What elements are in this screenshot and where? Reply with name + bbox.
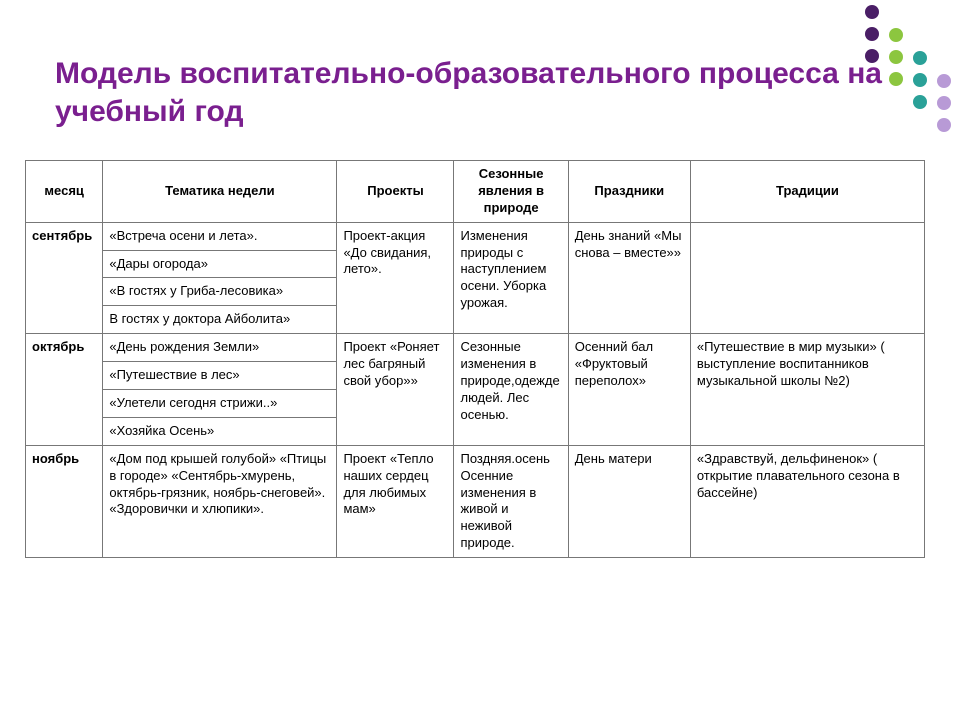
- page-title: Модель воспитательно-образовательного пр…: [55, 55, 935, 130]
- header-row: месяц Тематика недели Проекты Сезонные я…: [26, 161, 925, 223]
- month-nov: ноябрь: [26, 445, 103, 557]
- table-row: ноябрь «Дом под крышей голубой» «Птицы в…: [26, 445, 925, 557]
- project-cell: Проект «Роняет лес багряный свой убор»»: [337, 334, 454, 446]
- holiday-cell: Осенний бал «Фруктовый переполох»: [568, 334, 690, 446]
- table-row: сентябрь «Встреча осени и лета». Проект-…: [26, 222, 925, 250]
- tradition-cell: «Путешествие в мир музыки» ( выступление…: [690, 334, 924, 446]
- topic-cell: «День рождения Земли»: [103, 334, 337, 362]
- topic-cell: «Дом под крышей голубой» «Птицы в городе…: [103, 445, 337, 557]
- project-cell: Проект-акция «До свидания, лето».: [337, 222, 454, 334]
- holiday-cell: День матери: [568, 445, 690, 557]
- holiday-cell: День знаний «Мы снова – вместе»»: [568, 222, 690, 334]
- topic-cell: «Улетели сегодня стрижи..»: [103, 390, 337, 418]
- month-sep: сентябрь: [26, 222, 103, 334]
- project-cell: Проект «Тепло наших сердец для любимых м…: [337, 445, 454, 557]
- topic-cell: «Встреча осени и лета».: [103, 222, 337, 250]
- season-cell: Сезонные изменения в природе,одежде люде…: [454, 334, 568, 446]
- col-project: Проекты: [337, 161, 454, 223]
- table-row: октябрь «День рождения Земли» Проект «Ро…: [26, 334, 925, 362]
- season-cell: Изменения природы с наступлением осени. …: [454, 222, 568, 334]
- col-season: Сезонные явления в природе: [454, 161, 568, 223]
- col-holiday: Праздники: [568, 161, 690, 223]
- col-tradition: Традиции: [690, 161, 924, 223]
- col-month: месяц: [26, 161, 103, 223]
- col-topic: Тематика недели: [103, 161, 337, 223]
- season-cell: Поздняя.осень Осенние изменения в живой …: [454, 445, 568, 557]
- tradition-cell: [690, 222, 924, 334]
- slide: Модель воспитательно-образовательного пр…: [0, 0, 960, 720]
- topic-cell: «В гостях у Гриба-лесовика»: [103, 278, 337, 306]
- month-oct: октябрь: [26, 334, 103, 446]
- topic-cell: «Путешествие в лес»: [103, 362, 337, 390]
- tradition-cell: «Здравствуй, дельфиненок» ( открытие пла…: [690, 445, 924, 557]
- topic-cell: В гостях у доктора Айболита»: [103, 306, 337, 334]
- topic-cell: «Дары огорода»: [103, 250, 337, 278]
- curriculum-table: месяц Тематика недели Проекты Сезонные я…: [25, 160, 925, 558]
- topic-cell: «Хозяйка Осень»: [103, 417, 337, 445]
